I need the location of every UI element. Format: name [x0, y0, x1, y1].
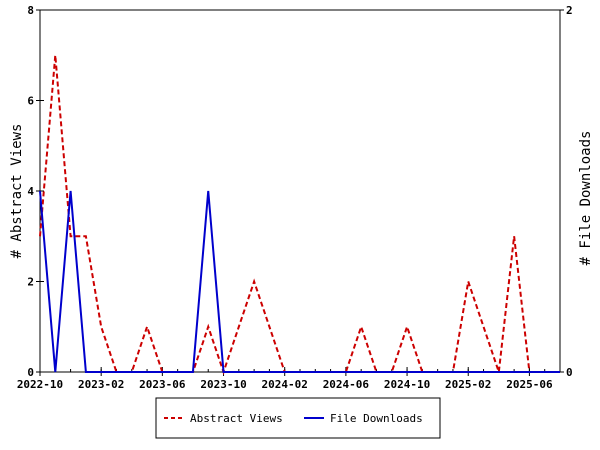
x-tick-label: 2024-06 — [323, 378, 370, 391]
y-right-axis-title: # File Downloads — [578, 131, 594, 266]
y-right-tick-label: 0 — [566, 366, 573, 379]
x-axis: 2022-10 2023-02 2023-06 2023-10 2024-02 2024-… — [17, 367, 561, 391]
x-tick-label: 2025-06 — [506, 378, 553, 391]
x-tick-label: 2023-06 — [139, 378, 186, 391]
x-tick-label: 2025-02 — [445, 378, 491, 391]
x-tick-label: 2023-02 — [78, 378, 124, 391]
y-left-axis-title: # Abstract Views — [9, 124, 25, 259]
left-axis: 0 2 4 6 8 — [27, 4, 44, 379]
y-left-tick-label: 6 — [27, 95, 34, 108]
series-layer — [39, 55, 560, 376]
plot-area — [39, 9, 561, 373]
x-tick-label: 2023-10 — [200, 378, 246, 391]
x-tick-label: 2024-10 — [384, 378, 430, 391]
y-left-tick-label: 2 — [27, 276, 34, 289]
x-tick-label: 2024-02 — [262, 378, 308, 391]
legend: Abstract Views File Downloads — [155, 397, 441, 439]
y-left-tick-label: 4 — [27, 185, 34, 198]
y-left-tick-label: 0 — [27, 366, 34, 379]
legend-label-file-downloads: File Downloads — [330, 412, 423, 425]
legend-box — [155, 397, 441, 439]
y-left-tick-label: 8 — [27, 4, 34, 17]
legend-label-abstract-views: Abstract Views — [190, 412, 283, 425]
y-right-tick-label: 2 — [566, 4, 573, 17]
x-tick-label: 2022-10 — [17, 378, 63, 391]
series-line-file-downloads — [39, 190, 560, 373]
